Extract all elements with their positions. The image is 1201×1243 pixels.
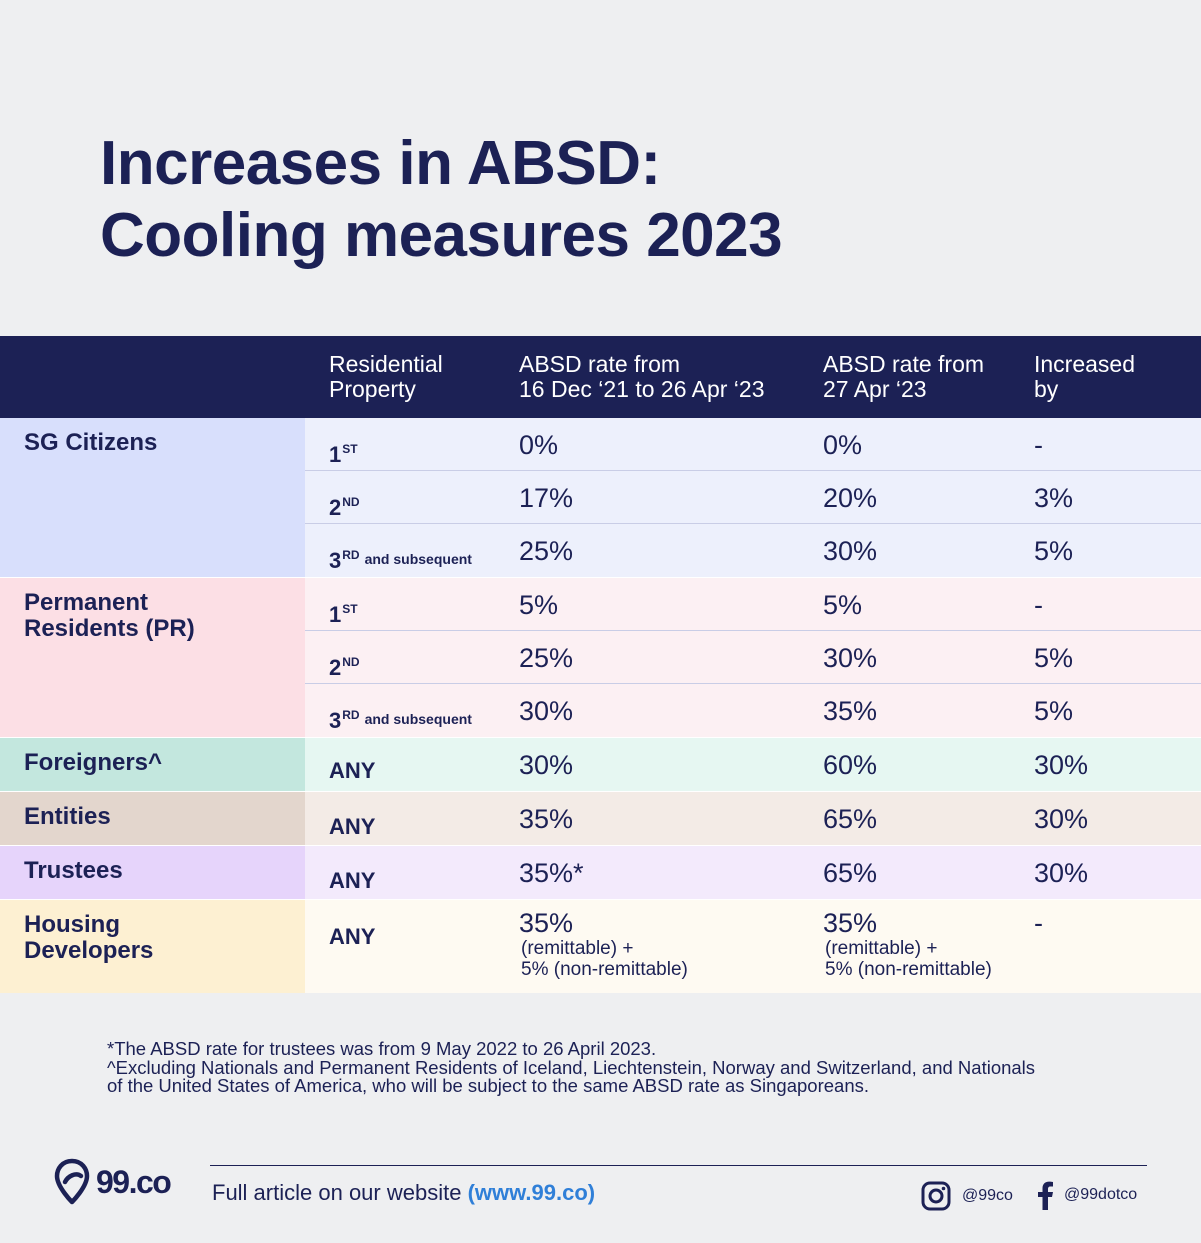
property-cell: 1ST	[329, 442, 358, 467]
full-article-cta: Full article on our website (www.99.co)	[212, 1180, 595, 1206]
property-cell: 2ND	[329, 495, 360, 520]
new-rate-cell: 20%	[823, 483, 878, 513]
new-rate-cell: 35% (remittable) + 5% (non-remittable)	[823, 908, 992, 980]
facebook-link[interactable]: @99dotco	[1036, 1180, 1137, 1210]
table-row: ANY 35% (remittable) + 5% (non-remittabl…	[305, 900, 1201, 993]
old-rate-cell: 35%*	[519, 858, 584, 888]
new-rate-cell: 30%	[823, 536, 878, 566]
group-housing-developers: Housing Developers ANY 35% (remittable) …	[0, 900, 1201, 993]
footnote-foreigners: ^Excluding Nationals and Permanent Resid…	[107, 1056, 1036, 1078]
table-row: 3RD and subsequent 25% 30% 5%	[305, 524, 1201, 577]
page-title: Increases in ABSD: Cooling measures 2023	[100, 128, 783, 272]
old-rate-cell: 5%	[519, 590, 559, 620]
website-link[interactable]: (www.99.co)	[467, 1180, 596, 1205]
old-rate-cell: 35%	[519, 804, 574, 834]
new-rate-cell: 0%	[823, 430, 863, 460]
category-label: SG Citizens	[0, 418, 305, 577]
brand-logo[interactable]: 99.co	[54, 1158, 172, 1206]
category-label: Entities	[0, 792, 305, 845]
instagram-handle: @99co	[962, 1187, 1013, 1204]
instagram-icon	[921, 1181, 951, 1211]
absd-table: Residential Property ABSD rate from 16 D…	[0, 336, 1201, 993]
footnote-foreigners-cont: of the United States of America, who wil…	[107, 1075, 869, 1096]
table-row: 1ST 5% 5% -	[305, 578, 1201, 631]
table-row: ANY 30% 60% 30%	[305, 738, 1201, 791]
property-cell: ANY	[329, 868, 376, 893]
facebook-icon	[1038, 1181, 1053, 1210]
property-cell: ANY	[329, 924, 376, 949]
new-rate-cell: 30%	[823, 643, 878, 673]
increase-cell: 30%	[1034, 750, 1089, 780]
group-entities: Entities ANY 35% 65% 30%	[0, 792, 1201, 846]
new-rate-cell: 35%	[823, 696, 878, 726]
footer-divider	[210, 1165, 1147, 1166]
property-cell: ANY	[329, 814, 376, 839]
old-rate-cell: 17%	[519, 483, 574, 513]
category-label: Permanent Residents (PR)	[0, 578, 305, 737]
category-label: Foreigners^	[0, 738, 305, 791]
footnote-trustees: *The ABSD rate for trustees was from 9 M…	[107, 1038, 657, 1059]
category-label: Housing Developers	[0, 900, 305, 993]
increase-cell: 30%	[1034, 804, 1089, 834]
property-cell: 1ST	[329, 602, 358, 627]
header-increase: Increased by	[1034, 351, 1136, 402]
table-row: 2ND 17% 20% 3%	[305, 471, 1201, 524]
increase-cell: 5%	[1034, 696, 1074, 726]
new-rate-cell: 60%	[823, 750, 878, 780]
increase-cell: -	[1034, 590, 1043, 620]
facebook-handle: @99dotco	[1064, 1186, 1138, 1203]
table-row: ANY 35%* 65% 30%	[305, 846, 1201, 899]
group-sg-citizens: SG Citizens 1ST 0% 0% - 2ND 17% 20% 3% 3…	[0, 418, 1201, 578]
property-cell: ANY	[329, 758, 376, 783]
footnotes: *The ABSD rate for trustees was from 9 M…	[107, 1038, 1036, 1096]
new-rate-cell: 65%	[823, 804, 878, 834]
category-label: Trustees	[0, 846, 305, 899]
instagram-link[interactable]: @99co	[920, 1180, 1013, 1212]
property-cell: 2ND	[329, 655, 360, 680]
table-row: ANY 35% 65% 30%	[305, 792, 1201, 845]
title-line-2: Cooling measures 2023	[100, 201, 783, 270]
increase-cell: 5%	[1034, 643, 1074, 673]
location-pin-icon	[54, 1158, 90, 1205]
table-row: 3RD and subsequent 30% 35% 5%	[305, 684, 1201, 737]
group-trustees: Trustees ANY 35%* 65% 30%	[0, 846, 1201, 900]
group-permanent-residents: Permanent Residents (PR) 1ST 5% 5% - 2ND…	[0, 578, 1201, 738]
title-line-1: Increases in ABSD:	[100, 129, 661, 198]
table-row: 2ND 25% 30% 5%	[305, 631, 1201, 684]
old-rate-cell: 25%	[519, 643, 574, 673]
old-rate-cell: 35% (remittable) + 5% (non-remittable)	[519, 908, 688, 980]
logo-text: 99.co	[96, 1163, 172, 1200]
header-new-rate: ABSD rate from 27 Apr ‘23	[823, 351, 985, 402]
old-rate-cell: 25%	[519, 536, 574, 566]
increase-cell: -	[1034, 908, 1043, 938]
increase-cell: -	[1034, 430, 1043, 460]
old-rate-cell: 0%	[519, 430, 559, 460]
cta-text: Full article on our website	[212, 1180, 468, 1205]
new-rate-cell: 65%	[823, 858, 878, 888]
increase-cell: 5%	[1034, 536, 1074, 566]
old-rate-cell: 30%	[519, 750, 574, 780]
new-rate-cell: 5%	[823, 590, 863, 620]
property-cell: 3RD and subsequent	[329, 708, 472, 733]
header-residential-property: Residential Property	[329, 351, 443, 402]
property-cell: 3RD and subsequent	[329, 548, 472, 573]
increase-cell: 3%	[1034, 483, 1074, 513]
group-foreigners: Foreigners^ ANY 30% 60% 30%	[0, 738, 1201, 792]
old-rate-cell: 30%	[519, 696, 574, 726]
table-header: Residential Property ABSD rate from 16 D…	[0, 336, 1201, 418]
header-old-rate: ABSD rate from 16 Dec ‘21 to 26 Apr ‘23	[519, 351, 765, 402]
increase-cell: 30%	[1034, 858, 1089, 888]
table-row: 1ST 0% 0% -	[305, 418, 1201, 471]
